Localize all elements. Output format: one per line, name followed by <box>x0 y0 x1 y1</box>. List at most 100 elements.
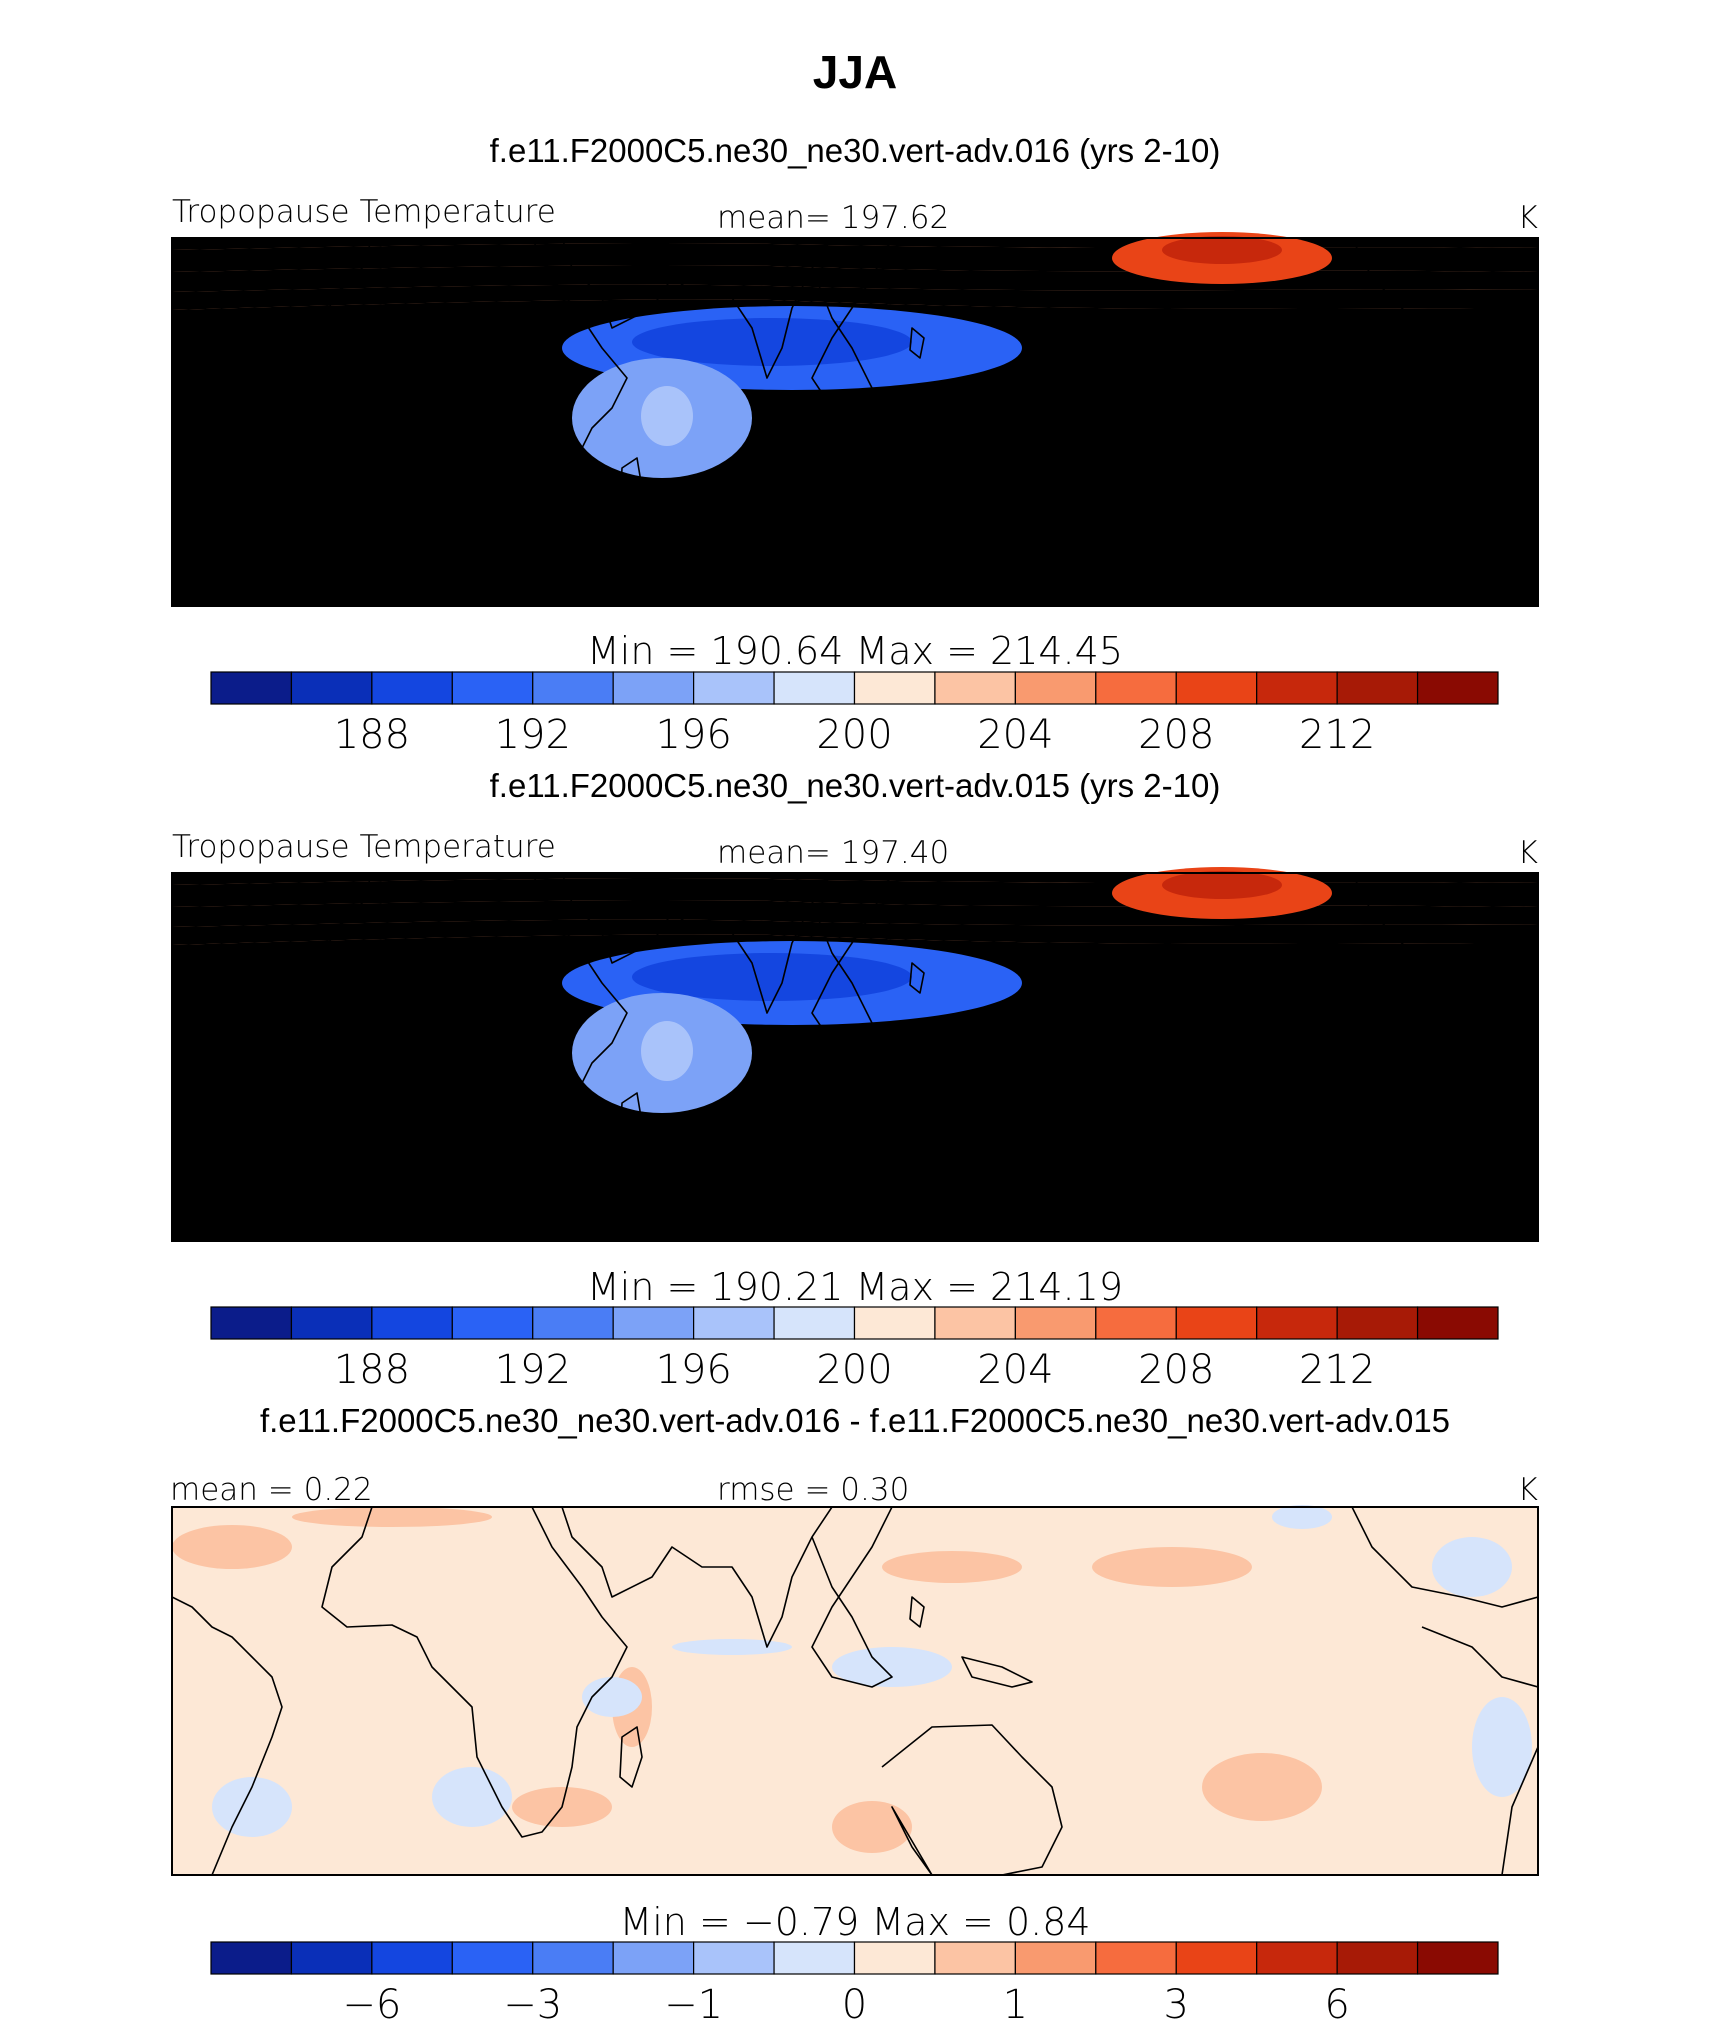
panel-2-variable-label: Tropopause Temperature <box>172 829 556 865</box>
colorbar-tick-label: 0 <box>842 1982 867 2028</box>
warm-blob-africa-core <box>641 1021 693 1081</box>
coast-southamerica-west <box>172 1596 283 1875</box>
panel-2-stats: Min = 190.21 Max = 214.19 <box>587 1265 1123 1309</box>
colorbar-swatch-12 <box>1175 1306 1258 1340</box>
colorbar-swatch-14 <box>1336 671 1419 705</box>
figure-title: JJA <box>813 46 897 98</box>
colorbar-swatch-11 <box>1095 671 1177 705</box>
coast-madagascar <box>619 457 643 519</box>
coast-americas <box>1351 873 1538 1241</box>
colorbar-tick-label: 212 <box>1299 1347 1375 1393</box>
coast-seasia <box>811 238 893 419</box>
anomaly-blob-11 <box>582 1677 642 1717</box>
panel-3-stats: Min = −0.79 Max = 0.84 <box>619 1900 1090 1944</box>
panel-1-stats: Min = 190.64 Max = 214.45 <box>587 629 1123 673</box>
colorbar-swatch-12 <box>1175 1941 1258 1975</box>
colorbar-tick-label: 204 <box>977 1347 1053 1393</box>
band-north-warm <box>172 878 1538 907</box>
colorbar-tick-label: 1 <box>1003 1982 1028 2028</box>
colorbar-swatch-6 <box>693 1306 775 1340</box>
panel-3-units-label: K <box>1518 1472 1538 1508</box>
coastlines <box>172 1507 1538 1875</box>
colorbar-swatch-0 <box>210 671 293 705</box>
colorbar-tick-label: 208 <box>1138 712 1214 758</box>
panel-1-colorbar: 188 192 196 200 204 208 212 <box>210 671 1499 758</box>
colorbar-swatch-8 <box>853 671 936 705</box>
coast-newguinea <box>961 1022 1033 1054</box>
colorbar-tick-label: 212 <box>1299 712 1375 758</box>
hot-spot-pacific-core <box>1162 871 1282 899</box>
colorbar-swatch-8 <box>853 1941 936 1975</box>
band-south-5 <box>172 589 1538 606</box>
colorbar-swatch-7 <box>773 671 856 705</box>
warm-blob-africa-core <box>641 386 693 446</box>
coastlines <box>172 238 1538 606</box>
panel-2-units-label: K <box>1518 835 1538 871</box>
colorbar-swatch-13 <box>1256 1306 1338 1340</box>
colorbar-tick-label: 204 <box>977 712 1053 758</box>
colorbar-tick-label: 3 <box>1164 1982 1189 2028</box>
coast-newguinea <box>961 387 1033 419</box>
colorbar-tick-label: 192 <box>495 712 571 758</box>
anomaly-blob-3 <box>1202 1753 1322 1821</box>
colorbar-swatch-4 <box>532 671 614 705</box>
colorbar-swatch-4 <box>532 1941 614 1975</box>
panel-2-map <box>171 867 1539 1242</box>
band-north-neutral <box>172 919 1538 945</box>
colorbar-swatch-5 <box>612 1306 695 1340</box>
panel-2-colorbar: 188 192 196 200 204 208 212 <box>210 1306 1499 1393</box>
map-frame <box>171 237 1539 607</box>
colorbar-swatch-5 <box>612 1941 695 1975</box>
band-cool-5 <box>172 1022 1538 1097</box>
colorbar-swatch-3 <box>451 1306 534 1340</box>
colorbar-swatch-11 <box>1095 1306 1177 1340</box>
colorbar-swatch-11 <box>1095 1941 1177 1975</box>
colorbar-swatch-6 <box>693 1941 775 1975</box>
colorbar-tick-label: −6 <box>342 1982 401 2028</box>
coastlines <box>172 873 1538 1241</box>
coast-seasia <box>811 1507 893 1688</box>
anomaly-blob-10 <box>672 1639 792 1655</box>
coast-arabia-india <box>561 873 833 1014</box>
colorbar-swatch-9 <box>934 1306 1016 1340</box>
colorbar-swatch-3 <box>451 1941 534 1975</box>
map-frame <box>171 872 1539 1242</box>
colorbar-swatch-1 <box>290 1306 373 1340</box>
anomaly-blob-5 <box>832 1801 912 1853</box>
anomaly-blob-0 <box>172 1525 292 1569</box>
coast-americas <box>1351 1507 1538 1875</box>
colorbar-swatch-13 <box>1256 671 1338 705</box>
colorbar-swatch-9 <box>934 671 1016 705</box>
band-cool-5 <box>172 387 1538 462</box>
colorbar-tick-label: 188 <box>334 1347 410 1393</box>
colorbar-swatch-14 <box>1336 1941 1419 1975</box>
coast-philippines <box>909 962 925 994</box>
coast-americas <box>1351 238 1538 606</box>
coast-arabia-india <box>561 1507 833 1648</box>
panel-3-mean-label: mean = 0.22 <box>170 1472 373 1508</box>
anomaly-blob-9 <box>832 1647 952 1687</box>
colorbar-swatch-1 <box>290 671 373 705</box>
colorbar-swatch-2 <box>371 1941 453 1975</box>
colorbar-swatch-9 <box>934 1941 1016 1975</box>
colorbar-swatch-8 <box>853 1306 936 1340</box>
coast-australia <box>881 1724 1063 1875</box>
colorbar-swatch-14 <box>1336 1306 1419 1340</box>
colorbar-tick-label: −3 <box>503 1982 562 2028</box>
colorbar-tick-label: 192 <box>495 1347 571 1393</box>
colorbar-swatch-7 <box>773 1306 856 1340</box>
anomaly-blob-12 <box>212 1777 292 1837</box>
panel-3-map <box>171 1505 1539 1876</box>
colorbar-swatch-2 <box>371 671 453 705</box>
colorbar-tick-label: 188 <box>334 712 410 758</box>
coast-arabia-india <box>561 238 833 379</box>
panel-2: f.e11.F2000C5.ne30_ne30.vert-adv.015 (yr… <box>171 767 1539 1393</box>
coast-africa <box>321 238 628 569</box>
anomaly-blob-2 <box>882 1551 1022 1583</box>
colorbar-swatch-10 <box>1014 1306 1097 1340</box>
coast-newguinea <box>961 1656 1033 1688</box>
colorbar-swatch-0 <box>210 1306 293 1340</box>
colorbar-tick-label: 196 <box>655 1347 731 1393</box>
anomaly-blob-1 <box>1092 1547 1252 1587</box>
coast-australia <box>881 1090 1063 1241</box>
